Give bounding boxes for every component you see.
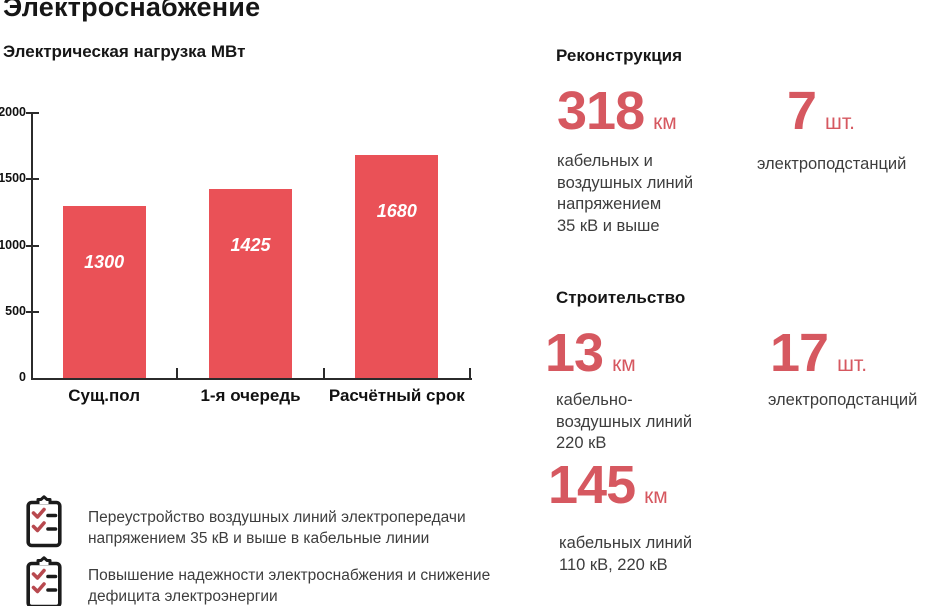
y-tick-mark	[26, 178, 39, 181]
stat-construction-cable-air-lines: 13 км кабельно- воздушных линий 220 кВ	[545, 323, 745, 455]
note-text: Переустройство воздушных линий электропе…	[88, 509, 466, 547]
bar-value-label: 1425	[230, 235, 271, 256]
chart-title: Электрическая нагрузка МВт	[3, 42, 246, 61]
bar	[62, 205, 146, 378]
bar	[355, 155, 439, 378]
stat-description: кабельных и воздушных линий напряжением …	[557, 152, 694, 235]
stat-value: 145	[548, 455, 636, 515]
stat-reconstruction-substations: 7 шт. электроподстанций	[757, 81, 930, 176]
stat-reconstruction-lines: 318 км кабельных и воздушных линий напря…	[557, 81, 752, 237]
x-tick-mark	[322, 368, 325, 378]
x-category-label: Сущ.пол	[68, 386, 141, 405]
stat-unit: км	[653, 111, 677, 134]
stat-value: 318	[557, 81, 645, 141]
stat-value: 17	[770, 323, 829, 383]
stat-value: 13	[545, 323, 604, 383]
x-tick-mark	[469, 368, 471, 378]
section-heading-reconstruction: Реконструкция	[556, 46, 683, 65]
stat-construction-substations: 17 шт. электроподстанций	[768, 323, 930, 412]
y-tick-label: 1500	[0, 171, 26, 186]
note-text: Повышение надежности электроснабжения и …	[88, 567, 491, 605]
bar-value-label: 1300	[84, 251, 125, 272]
stat-description: электроподстанций	[768, 391, 918, 410]
stat-description: кабельно- воздушных линий 220 кВ	[556, 391, 693, 453]
y-tick-label: 2000	[0, 105, 26, 119]
stat-number-row: 13 км	[545, 323, 745, 383]
checklist-icon	[26, 495, 62, 548]
page-title: Электроснабжение	[3, 0, 261, 22]
section-heading-construction: Строительство	[556, 288, 686, 307]
y-tick-mark	[26, 310, 39, 313]
stat-unit: км	[644, 485, 668, 508]
stat-description: кабельных линий 110 кВ, 220 кВ	[559, 534, 693, 574]
stat-unit: шт.	[837, 353, 868, 376]
stat-unit: км	[612, 353, 636, 376]
bar	[209, 189, 292, 378]
stat-unit: шт.	[825, 111, 856, 134]
y-tick-mark	[26, 112, 39, 114]
electrical-load-bar-chart: 0 500 1000 1500 2000 1300 Сущ.пол 1425 1-я очере…	[0, 0, 500, 430]
stat-construction-cable-lines: 145 км кабельных линий 110 кВ, 220 кВ	[548, 455, 748, 576]
stat-value: 7	[787, 81, 817, 141]
x-category-label: 1-я очередь	[200, 386, 301, 405]
y-tick-mark	[26, 244, 39, 247]
stat-number-row: 17 шт.	[768, 323, 930, 383]
bar-value-label: 1680	[376, 201, 417, 222]
stat-number-row: 145 км	[548, 455, 748, 515]
x-category-label: Расчётный срок	[328, 386, 465, 405]
y-tick-label: 0	[19, 370, 26, 384]
x-tick-mark	[176, 368, 179, 378]
x-axis	[31, 378, 472, 380]
checklist-icon	[26, 556, 62, 606]
stat-number-row: 318 км	[557, 81, 752, 141]
y-tick-label: 500	[5, 303, 26, 318]
y-tick-label: 1000	[0, 237, 26, 252]
stat-number-row: 7 шт.	[757, 81, 930, 141]
stat-description: электроподстанций	[757, 155, 907, 174]
